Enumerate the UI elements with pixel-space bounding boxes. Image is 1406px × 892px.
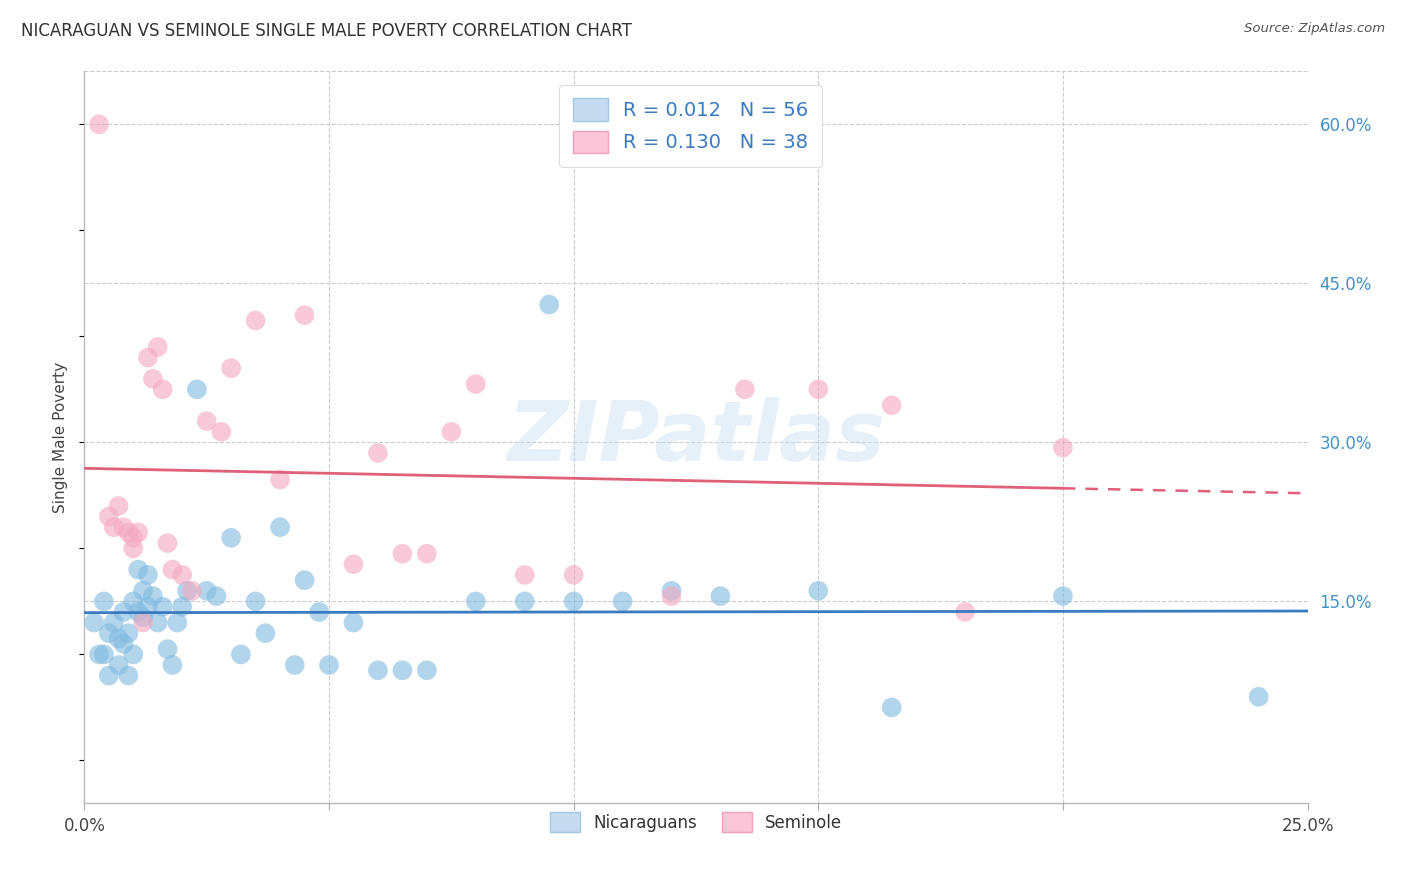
Point	[513, 567, 536, 582]
Point	[219, 361, 242, 376]
Point	[1052, 441, 1074, 455]
Point	[807, 383, 830, 397]
Point	[146, 340, 169, 354]
Point	[127, 563, 149, 577]
Point	[83, 615, 105, 630]
Point	[136, 567, 159, 582]
Point	[112, 605, 135, 619]
Point	[880, 398, 903, 412]
Point	[122, 541, 145, 556]
Point	[93, 648, 115, 662]
Point	[562, 594, 585, 608]
Point	[880, 700, 903, 714]
Point	[142, 372, 165, 386]
Point	[342, 558, 364, 572]
Point	[284, 658, 307, 673]
Point	[87, 648, 110, 662]
Point	[269, 473, 291, 487]
Point	[318, 658, 340, 673]
Point	[166, 615, 188, 630]
Point	[219, 531, 242, 545]
Point	[661, 589, 683, 603]
Point	[734, 383, 756, 397]
Point	[1247, 690, 1270, 704]
Point	[172, 567, 194, 582]
Point	[97, 509, 120, 524]
Legend: Nicaraguans, Seminole: Nicaraguans, Seminole	[543, 805, 849, 838]
Point	[107, 632, 129, 646]
Point	[562, 567, 585, 582]
Text: NICARAGUAN VS SEMINOLE SINGLE MALE POVERTY CORRELATION CHART: NICARAGUAN VS SEMINOLE SINGLE MALE POVER…	[21, 22, 631, 40]
Point	[172, 599, 194, 614]
Point	[93, 594, 115, 608]
Point	[367, 663, 389, 677]
Point	[245, 594, 267, 608]
Point	[195, 583, 218, 598]
Point	[117, 668, 139, 682]
Point	[367, 446, 389, 460]
Text: Source: ZipAtlas.com: Source: ZipAtlas.com	[1244, 22, 1385, 36]
Point	[513, 594, 536, 608]
Point	[342, 615, 364, 630]
Point	[538, 297, 561, 311]
Point	[391, 547, 413, 561]
Point	[294, 308, 316, 322]
Y-axis label: Single Male Poverty: Single Male Poverty	[53, 361, 69, 513]
Point	[122, 648, 145, 662]
Point	[953, 605, 976, 619]
Point	[440, 425, 463, 439]
Point	[254, 626, 277, 640]
Point	[176, 583, 198, 598]
Point	[294, 573, 316, 587]
Point	[146, 615, 169, 630]
Point	[97, 626, 120, 640]
Point	[152, 383, 174, 397]
Point	[156, 536, 179, 550]
Point	[156, 642, 179, 657]
Point	[464, 594, 486, 608]
Point	[97, 668, 120, 682]
Point	[162, 658, 184, 673]
Point	[612, 594, 634, 608]
Point	[245, 313, 267, 327]
Point	[416, 547, 439, 561]
Point	[229, 648, 252, 662]
Point	[709, 589, 731, 603]
Point	[661, 583, 683, 598]
Point	[807, 583, 830, 598]
Point	[205, 589, 228, 603]
Point	[132, 615, 155, 630]
Point	[136, 599, 159, 614]
Point	[117, 626, 139, 640]
Point	[103, 520, 125, 534]
Point	[136, 351, 159, 365]
Point	[87, 117, 110, 131]
Point	[132, 583, 155, 598]
Point	[209, 425, 232, 439]
Point	[112, 520, 135, 534]
Point	[1052, 589, 1074, 603]
Point	[416, 663, 439, 677]
Point	[269, 520, 291, 534]
Point	[117, 525, 139, 540]
Point	[127, 605, 149, 619]
Point	[181, 583, 204, 598]
Point	[391, 663, 413, 677]
Point	[186, 383, 208, 397]
Text: ZIPatlas: ZIPatlas	[508, 397, 884, 477]
Point	[122, 594, 145, 608]
Point	[107, 658, 129, 673]
Point	[195, 414, 218, 428]
Point	[127, 525, 149, 540]
Point	[162, 563, 184, 577]
Point	[308, 605, 330, 619]
Point	[464, 377, 486, 392]
Point	[103, 615, 125, 630]
Point	[132, 610, 155, 624]
Point	[142, 589, 165, 603]
Point	[107, 499, 129, 513]
Point	[152, 599, 174, 614]
Point	[122, 531, 145, 545]
Point	[112, 637, 135, 651]
